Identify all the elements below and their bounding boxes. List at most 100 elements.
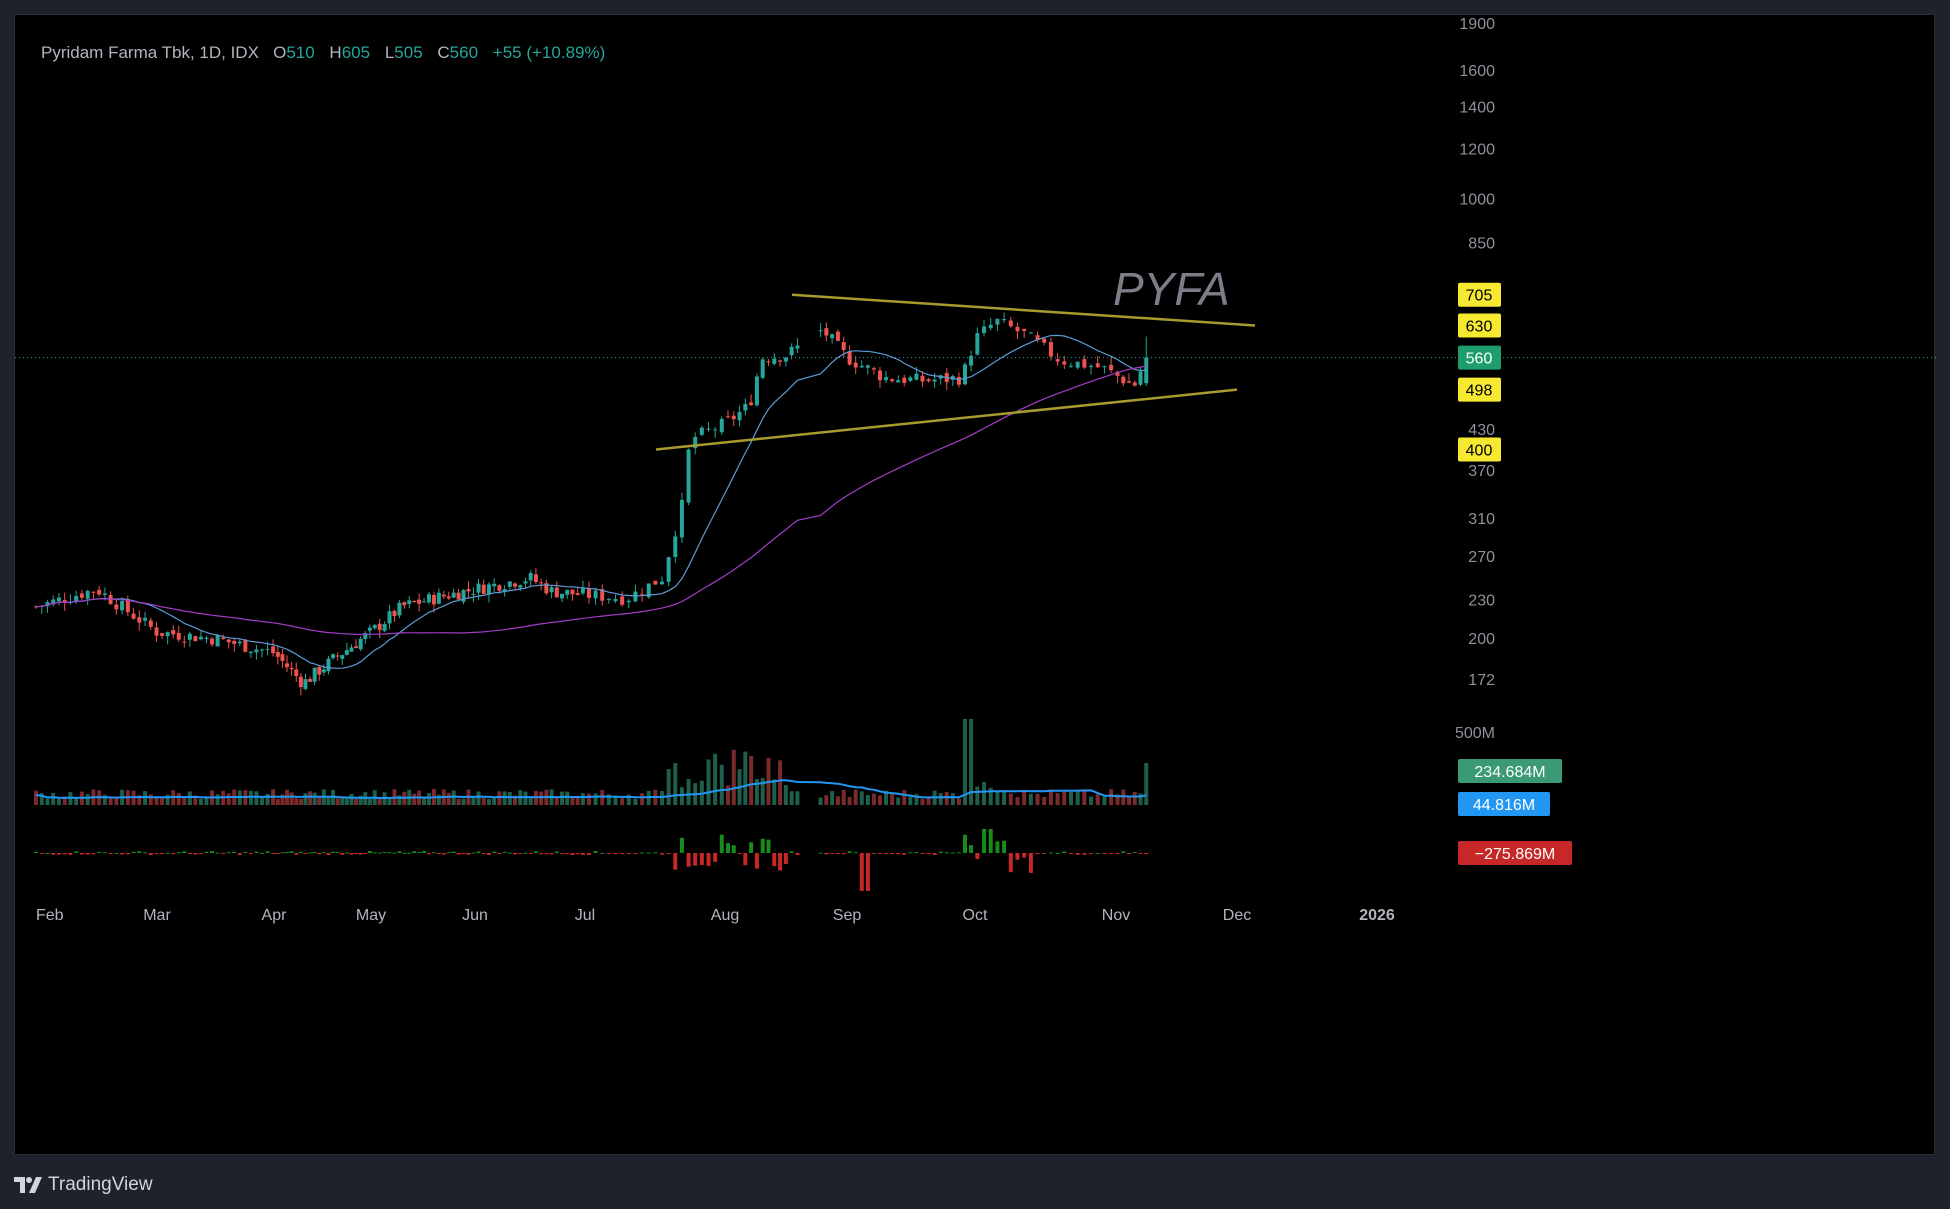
candle-body: [725, 416, 730, 418]
candle-body: [85, 590, 90, 599]
flow-bar: [988, 829, 993, 853]
volume-bar: [686, 779, 691, 805]
flow-bar: [298, 851, 303, 853]
volume-bar: [760, 778, 765, 805]
volume-bar: [176, 792, 181, 805]
flow-bar: [693, 853, 698, 866]
candle-body: [731, 415, 736, 420]
volume-bar: [198, 798, 203, 805]
flow-bar: [1127, 853, 1132, 854]
flow-bar: [666, 853, 671, 854]
candle-body: [902, 377, 907, 383]
candle-body: [982, 326, 987, 334]
candle-body: [666, 557, 671, 582]
candle-body: [699, 427, 704, 435]
volume-bar: [344, 797, 349, 805]
volume-bar: [830, 791, 835, 805]
candle-body: [358, 639, 363, 650]
flow-bar: [382, 852, 387, 854]
flow-bar: [45, 852, 50, 854]
candle-body: [865, 365, 870, 368]
candle-body: [1042, 338, 1047, 343]
candle-body: [853, 362, 858, 368]
open-label: O: [273, 43, 287, 62]
flow-bar: [114, 852, 119, 854]
volume-bar: [938, 793, 943, 805]
flow-bar: [312, 852, 317, 854]
flow-bar: [367, 851, 372, 853]
time-axis-label: Mar: [143, 907, 171, 924]
volume-bar: [1075, 790, 1080, 805]
candle-body: [232, 640, 237, 644]
candle-body: [45, 602, 50, 607]
volume-bar: [554, 798, 559, 805]
candle-body: [507, 581, 512, 587]
flow-bar: [640, 852, 645, 854]
volume-bar: [358, 795, 363, 805]
flow-bar: [932, 853, 937, 855]
flow-bar: [549, 853, 554, 855]
volume-bar: [982, 781, 987, 805]
flow-bar: [938, 851, 943, 853]
candle-body: [285, 663, 290, 668]
volume-bar: [754, 779, 759, 805]
flow-bar: [108, 853, 113, 854]
volume-bar: [1109, 789, 1114, 805]
price-axis-tick: 172: [1468, 672, 1495, 689]
flow-bar: [125, 853, 130, 855]
flow-bar: [387, 852, 392, 854]
volume-bar: [1002, 790, 1007, 805]
flow-bar: [1102, 853, 1107, 854]
flow-bar: [1062, 851, 1067, 853]
volume-bar: [154, 796, 159, 805]
volume-bar: [226, 793, 231, 805]
volume-bar: [143, 791, 148, 805]
volume-bar: [539, 791, 544, 805]
volume-bar: [920, 798, 925, 805]
flow-bar: [466, 853, 471, 855]
volume-bar: [1055, 793, 1060, 805]
candle-body: [713, 429, 718, 431]
candle-body: [114, 604, 119, 610]
candle-body: [363, 633, 368, 640]
candle-body: [859, 365, 864, 368]
flow-bar: [1022, 853, 1027, 858]
price-axis-tick: 1400: [1459, 99, 1495, 116]
chart-canvas[interactable]: PYFA190016001400120010008507204303703102…: [15, 15, 1936, 1156]
volume-bar: [847, 797, 852, 805]
candle-body: [62, 600, 67, 603]
candle-body: [97, 589, 102, 595]
candle-body: [749, 402, 754, 406]
flow-bar: [303, 853, 308, 854]
price-axis-tick: 310: [1468, 511, 1495, 528]
candle-body: [446, 596, 451, 599]
candle-body: [1121, 376, 1126, 384]
volume-bar: [725, 785, 730, 805]
watermark-label: PYFA: [1113, 263, 1230, 315]
candle-body: [248, 651, 253, 653]
flow-bar: [926, 853, 931, 854]
volume-bar: [280, 794, 285, 805]
volume-bar: [783, 785, 788, 805]
candle-body: [176, 632, 181, 640]
flow-bar: [914, 852, 919, 854]
candle-body: [1082, 359, 1087, 368]
candle-body: [461, 589, 466, 602]
candle-body: [456, 592, 461, 600]
volume-bar: [580, 793, 585, 805]
price-badge-label: 705: [1466, 288, 1493, 305]
candle-body: [565, 589, 570, 595]
flow-bar: [795, 853, 800, 855]
candle-body: [1127, 381, 1132, 383]
volume-bar: [114, 797, 119, 805]
flow-bar: [280, 852, 285, 854]
candle-body: [783, 357, 788, 362]
candle-body: [331, 654, 336, 659]
volume-bar: [1132, 791, 1137, 805]
volume-bar: [312, 792, 317, 805]
candle-body: [377, 623, 382, 631]
candle-body: [554, 587, 559, 598]
volume-bar: [908, 796, 913, 805]
volume-bar: [160, 796, 165, 805]
volume-bar: [74, 797, 79, 805]
